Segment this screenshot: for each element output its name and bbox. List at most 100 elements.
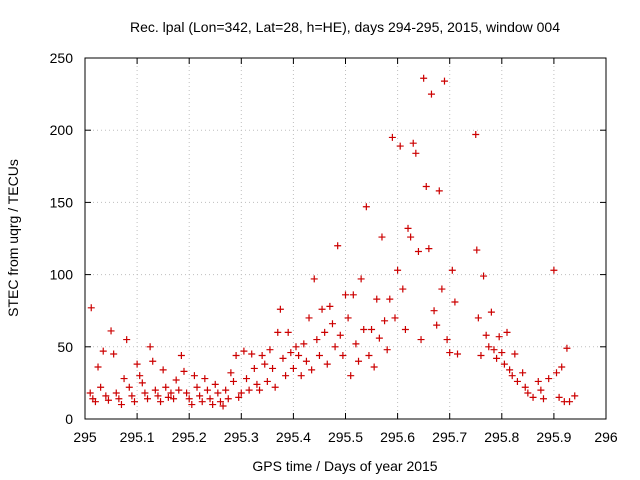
data-point <box>347 372 355 380</box>
data-point <box>86 389 94 397</box>
data-point <box>446 349 454 357</box>
data-point <box>386 295 394 303</box>
data-point <box>292 343 300 351</box>
data-point <box>553 369 561 377</box>
data-point <box>352 340 360 348</box>
data-point <box>349 291 357 299</box>
data-point <box>571 392 579 400</box>
data-point <box>287 349 295 357</box>
data-point <box>490 346 498 354</box>
data-point <box>130 398 138 406</box>
data-point <box>104 396 112 404</box>
data-point <box>258 351 266 359</box>
data-point <box>117 401 125 409</box>
data-point <box>99 347 107 355</box>
data-point <box>383 346 391 354</box>
data-point <box>240 347 248 355</box>
data-point <box>315 351 323 359</box>
data-point <box>422 183 430 191</box>
y-tick-label: 50 <box>57 339 73 355</box>
data-point <box>302 357 310 365</box>
data-point <box>289 364 297 372</box>
data-point <box>420 74 428 82</box>
data-point <box>164 393 172 401</box>
data-point <box>91 398 99 406</box>
x-tick-label: 295.3 <box>224 429 259 445</box>
data-point <box>243 375 251 383</box>
data-point <box>269 364 277 372</box>
data-point <box>438 285 446 293</box>
data-point <box>188 401 196 409</box>
data-point <box>313 336 321 344</box>
data-point <box>482 331 490 339</box>
data-point <box>133 360 141 368</box>
data-point <box>279 354 287 362</box>
data-point <box>511 350 519 358</box>
data-point <box>412 149 420 157</box>
data-point <box>534 377 542 385</box>
data-point <box>529 393 537 401</box>
data-point <box>360 325 368 333</box>
data-point <box>409 139 417 147</box>
data-point <box>555 393 563 401</box>
data-point <box>177 351 185 359</box>
data-point <box>167 389 175 397</box>
y-axis-label: STEC from uqrg / TECUs <box>5 159 21 317</box>
data-point <box>201 375 209 383</box>
data-point <box>550 266 558 274</box>
data-point <box>545 375 553 383</box>
x-tick-label: 295.2 <box>172 429 207 445</box>
data-point <box>375 334 383 342</box>
data-point <box>508 372 516 380</box>
data-point <box>136 372 144 380</box>
data-point <box>425 245 433 253</box>
data-point <box>138 379 146 387</box>
data-point <box>498 349 506 357</box>
data-point <box>151 386 159 394</box>
data-point <box>256 386 264 394</box>
data-point <box>435 187 443 195</box>
data-point <box>493 354 501 362</box>
data-point <box>495 333 503 341</box>
data-point <box>336 331 344 339</box>
data-point <box>318 305 326 313</box>
data-point <box>503 328 511 336</box>
data-point <box>159 366 167 374</box>
data-point <box>365 351 373 359</box>
data-point <box>524 389 532 397</box>
data-point <box>417 336 425 344</box>
data-point <box>407 233 415 241</box>
data-point <box>206 395 214 403</box>
data-point <box>401 325 409 333</box>
data-point <box>162 383 170 391</box>
data-point <box>120 375 128 383</box>
data-point <box>271 383 279 391</box>
data-point <box>500 360 508 368</box>
grid <box>85 58 606 419</box>
y-tick-label: 0 <box>65 411 73 427</box>
data-point <box>430 307 438 315</box>
data-point <box>513 377 521 385</box>
data-point <box>196 392 204 400</box>
data-point <box>355 357 363 365</box>
data-point <box>566 398 574 406</box>
data-point <box>235 393 243 401</box>
data-point <box>331 343 339 351</box>
x-tick-label: 295.8 <box>484 429 519 445</box>
data-point <box>185 395 193 403</box>
data-point <box>537 386 545 394</box>
data-point <box>282 372 290 380</box>
y-tick-labels: 0 50 100 150 200 250 <box>50 50 74 427</box>
data-point <box>308 366 316 374</box>
data-point <box>506 366 514 374</box>
data-point <box>521 383 529 391</box>
x-tick-label: 295.4 <box>276 429 311 445</box>
x-tick-label: 295 <box>73 429 97 445</box>
data-point <box>157 398 165 406</box>
data-point <box>154 392 162 400</box>
x-tick-label: 295.9 <box>536 429 571 445</box>
data-point <box>250 364 258 372</box>
x-tick-label: 295.7 <box>432 429 467 445</box>
data-point <box>448 266 456 274</box>
y-tick-label: 150 <box>50 194 74 210</box>
